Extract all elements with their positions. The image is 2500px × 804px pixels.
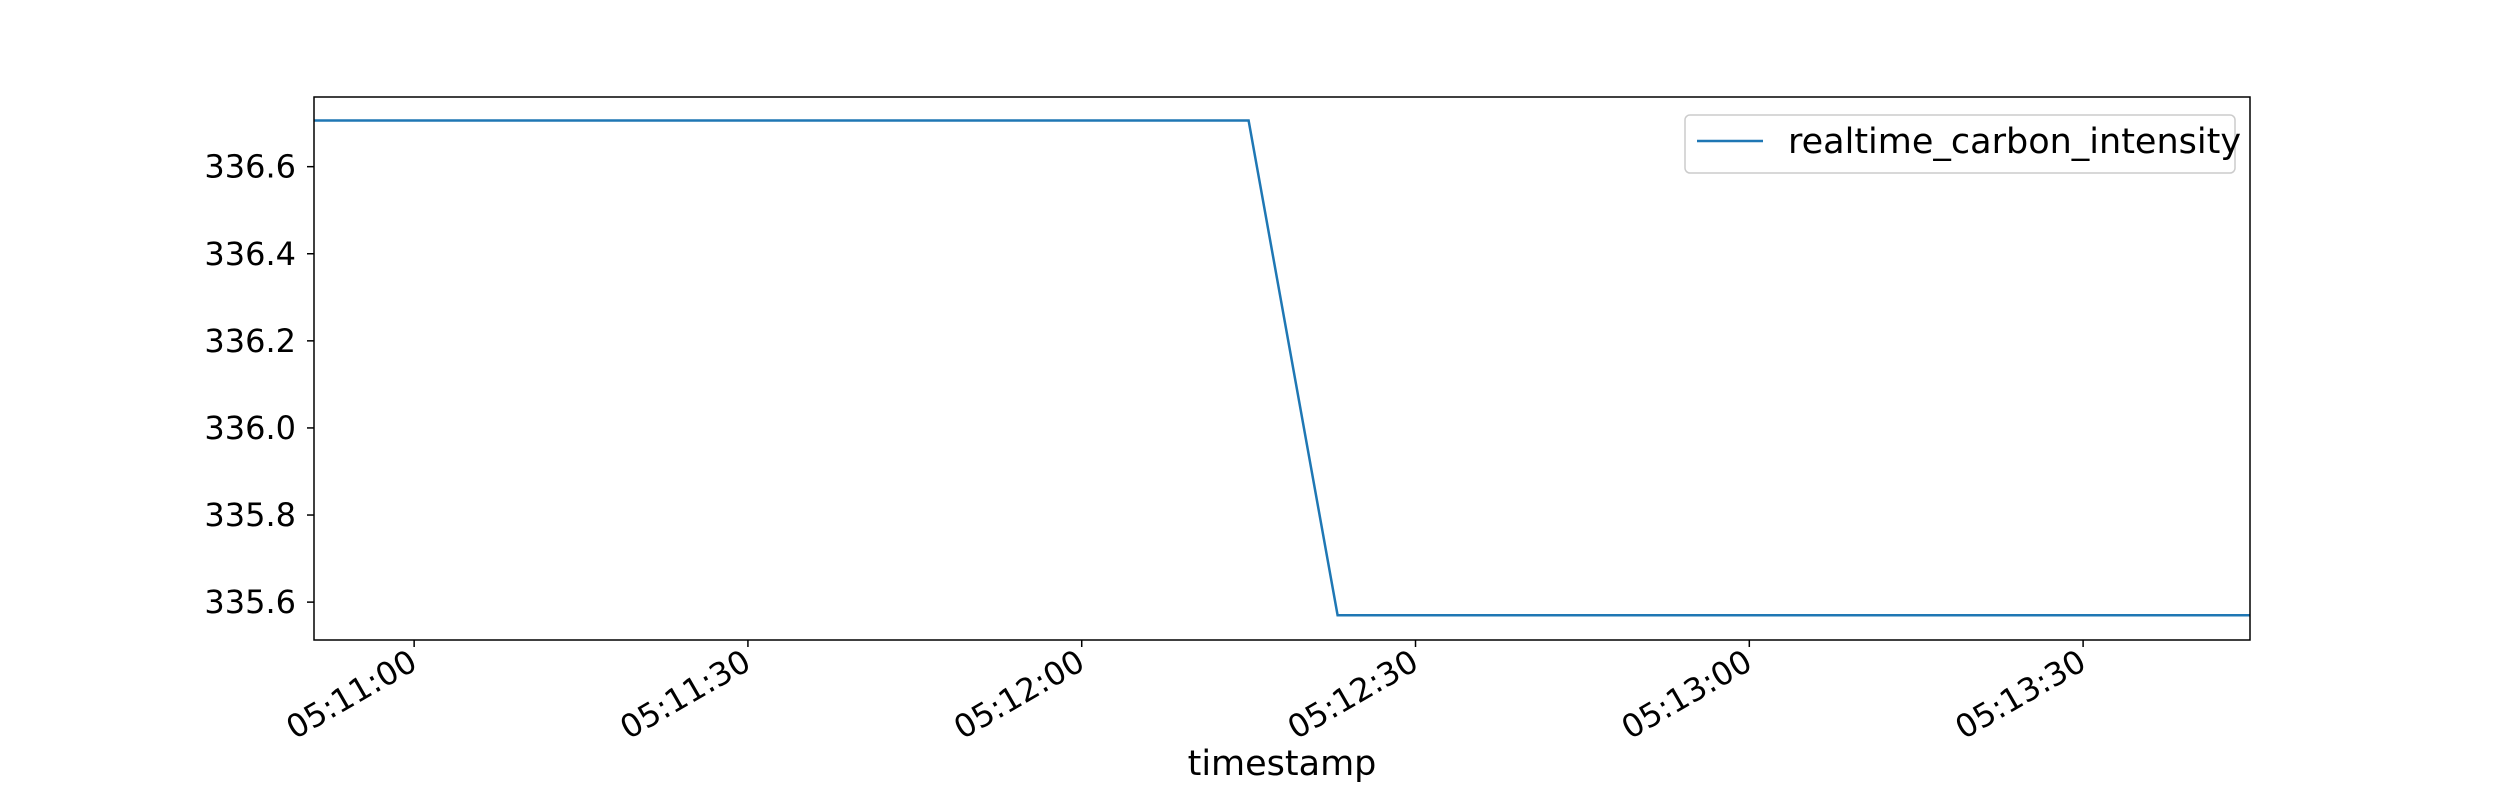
- y-tick-label: 336.2: [204, 322, 296, 360]
- y-tick-label: 336.0: [204, 409, 296, 447]
- x-tick-label: 05:13:00: [1615, 642, 1758, 747]
- x-tick-label: 05:13:30: [1949, 642, 2092, 747]
- x-tick-label: 05:11:00: [280, 642, 423, 747]
- x-tick-label: 05:12:00: [947, 642, 1090, 747]
- y-tick-label: 336.6: [204, 148, 296, 186]
- series-line-realtime_carbon_intensity: [314, 119, 2250, 617]
- axes-layer: 335.6 335.8 336.0 336.2 336.4 336.6 05:11:00 05…: [204, 96, 2251, 747]
- plot-frame: [313, 96, 2251, 641]
- y-tick-label: 336.4: [204, 235, 296, 273]
- legend: realtime_carbon_intensity: [1684, 114, 2241, 174]
- plot-layer: [314, 119, 2250, 617]
- legend-box: [1684, 114, 2236, 174]
- y-tick-label: 335.8: [204, 496, 296, 534]
- x-axis-title: timestamp: [1188, 744, 1377, 784]
- legend-label: realtime_carbon_intensity: [1788, 122, 2241, 162]
- y-tick-label: 335.6: [204, 583, 296, 621]
- x-tick-label: 05:12:30: [1281, 642, 1424, 747]
- x-tick-label: 05:11:30: [613, 642, 756, 747]
